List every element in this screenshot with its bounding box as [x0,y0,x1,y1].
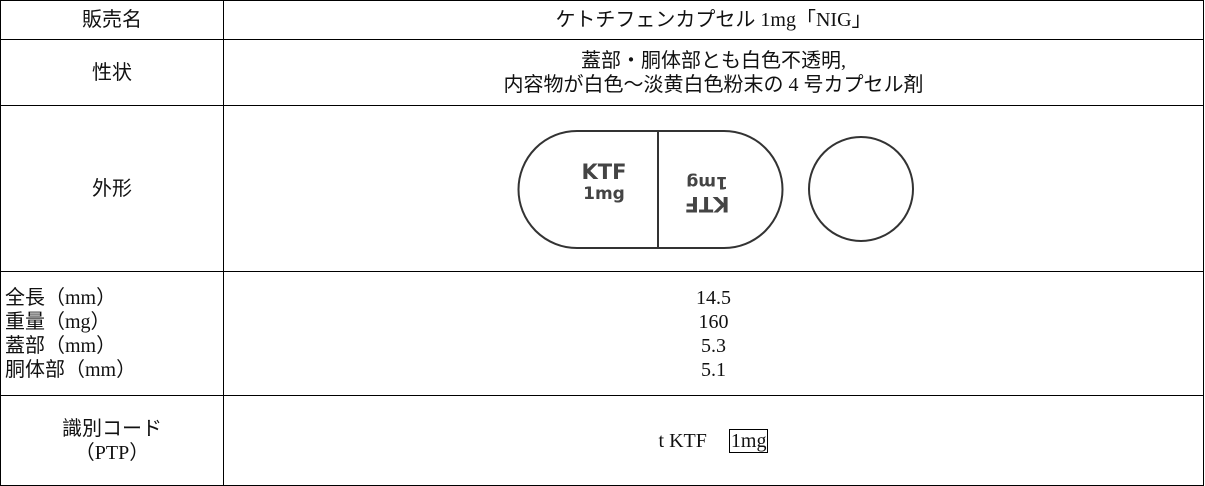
label-cell: 外形 [0,105,224,272]
label-cell: 全長（mm） 重量（mg） 蓋部（mm） 胴体部（mm） [0,271,224,396]
imprint: KTF [582,160,627,184]
label: 性状 [92,61,132,84]
boxed-value: 1mg [728,428,769,453]
row: 識別コード （PTP） t KTF 1mg [0,395,1204,486]
label: （PTP） [74,441,150,464]
value-cell: 14.5 160 5.3 5.1 [223,271,1204,396]
imprint: 1mg [583,184,625,204]
value: 5.1 [701,358,726,381]
imprint-rotated: KTF 1mg [685,172,730,216]
label-cell: 性状 [0,39,224,106]
label: 胴体部（mm） [5,358,137,381]
imprint: KTF [685,192,730,216]
value: 14.5 [696,286,731,309]
capsule-body [657,129,784,249]
label-cell: 販売名 [0,0,224,40]
label: 重量（mg） [5,310,111,333]
label-cell: 識別コード （PTP） [0,395,224,486]
imprint: 1mg [686,172,728,192]
value: 5.3 [701,334,726,357]
capsule-cap [517,129,659,249]
row: 性状 蓋部・胴体部とも白色不透明, 内容物が白色～淡黄白色粉末の 4 号カプセル… [0,39,1204,106]
shape-cell: KTF 1mg KTF 1mg [223,105,1204,272]
label: 全長（mm） [5,286,117,309]
row: 販売名 ケトチフェンカプセル 1mg「NIG」 [0,0,1204,40]
value: ケトチフェンカプセル 1mg「NIG」 [555,9,872,31]
value: 蓋部・胴体部とも白色不透明, [581,49,846,72]
value: 160 [698,310,729,333]
label: 外形 [92,177,132,200]
cross-section [808,135,914,242]
capsule-figure: KTF 1mg KTF 1mg [517,129,914,249]
value-cell: t KTF 1mg [223,395,1204,486]
value: t KTF [658,429,707,452]
value-cell: 蓋部・胴体部とも白色不透明, 内容物が白色～淡黄白色粉末の 4 号カプセル剤 [223,39,1204,106]
label: 販売名 [82,9,142,31]
value: 内容物が白色～淡黄白色粉末の 4 号カプセル剤 [503,73,924,96]
row: 全長（mm） 重量（mg） 蓋部（mm） 胴体部（mm） 14.5 160 5.… [0,271,1204,396]
label: 蓋部（mm） [5,334,117,357]
label: 識別コード [62,417,162,440]
row: 外形 KTF 1mg KTF 1mg [0,105,1204,272]
value-cell: ケトチフェンカプセル 1mg「NIG」 [223,0,1204,40]
